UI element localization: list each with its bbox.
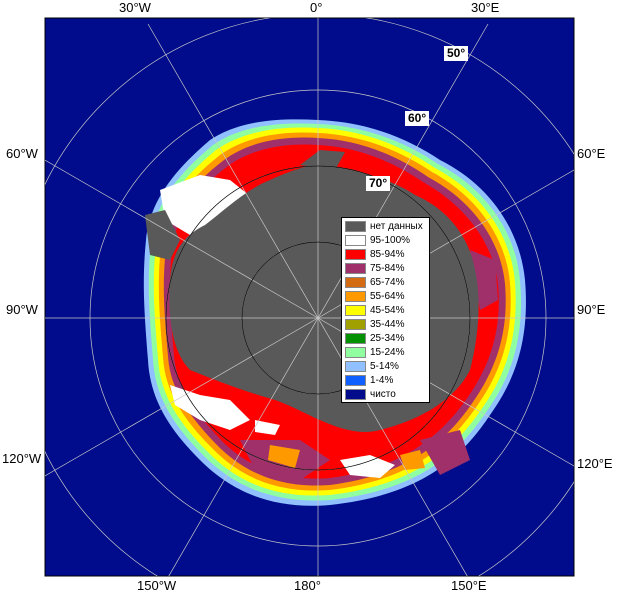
- lat-label-70: 70°: [366, 176, 391, 191]
- legend-label: 75-84%: [370, 263, 405, 274]
- legend-swatch: [345, 389, 366, 400]
- legend-swatch: [345, 305, 366, 316]
- legend-item: чисто: [345, 388, 427, 401]
- lon-label-0: 0°: [310, 0, 323, 15]
- legend-item: 25-34%: [345, 332, 427, 345]
- legend-label: нет данных: [370, 221, 423, 232]
- lon-label-90e: 90°E: [577, 302, 606, 317]
- lon-label-150e: 150°E: [451, 578, 487, 593]
- concentration-legend: нет данных 95-100% 85-94% 75-84% 65-74% …: [341, 217, 430, 403]
- legend-label: 25-34%: [370, 333, 405, 344]
- lon-label-120e: 120°E: [577, 456, 613, 471]
- legend-swatch: [345, 221, 366, 232]
- lon-label-180: 180°: [294, 578, 321, 593]
- legend-item: 45-54%: [345, 304, 427, 317]
- lat-label-60: 60°: [405, 111, 430, 126]
- legend-item: 1-4%: [345, 374, 427, 387]
- legend-label: 45-54%: [370, 305, 405, 316]
- legend-label: 85-94%: [370, 249, 405, 260]
- legend-item: 95-100%: [345, 234, 427, 247]
- legend-label: 55-64%: [370, 291, 405, 302]
- legend-label: 1-4%: [370, 375, 394, 386]
- lat-label-50: 50°: [444, 46, 469, 61]
- legend-label: 35-44%: [370, 319, 405, 330]
- lon-label-60e: 60°E: [577, 146, 606, 161]
- legend-item: 85-94%: [345, 248, 427, 261]
- legend-item: 15-24%: [345, 346, 427, 359]
- legend-swatch: [345, 319, 366, 330]
- legend-swatch: [345, 277, 366, 288]
- lon-label-60w: 60°W: [6, 146, 38, 161]
- lon-label-30e: 30°E: [471, 0, 500, 15]
- legend-swatch: [345, 263, 366, 274]
- legend-label: 65-74%: [370, 277, 405, 288]
- legend-item: 5-14%: [345, 360, 427, 373]
- lon-label-120w: 120°W: [2, 451, 42, 466]
- legend-item: 35-44%: [345, 318, 427, 331]
- legend-item: нет данных: [345, 220, 427, 233]
- legend-swatch: [345, 291, 366, 302]
- legend-item: 65-74%: [345, 276, 427, 289]
- lon-label-90w: 90°W: [6, 302, 38, 317]
- legend-label: чисто: [370, 389, 396, 400]
- ice-orange-patches: [268, 445, 425, 470]
- legend-item: 55-64%: [345, 290, 427, 303]
- legend-item: 75-84%: [345, 262, 427, 275]
- legend-swatch: [345, 361, 366, 372]
- legend-label: 95-100%: [370, 235, 411, 246]
- legend-swatch: [345, 347, 366, 358]
- legend-label: 15-24%: [370, 347, 405, 358]
- lon-label-30w: 30°W: [119, 0, 151, 15]
- lon-label-150w: 150°W: [137, 578, 177, 593]
- legend-swatch: [345, 235, 366, 246]
- legend-swatch: [345, 375, 366, 386]
- legend-swatch: [345, 249, 366, 260]
- legend-swatch: [345, 333, 366, 344]
- legend-label: 5-14%: [370, 361, 399, 372]
- graticule: [45, 18, 574, 576]
